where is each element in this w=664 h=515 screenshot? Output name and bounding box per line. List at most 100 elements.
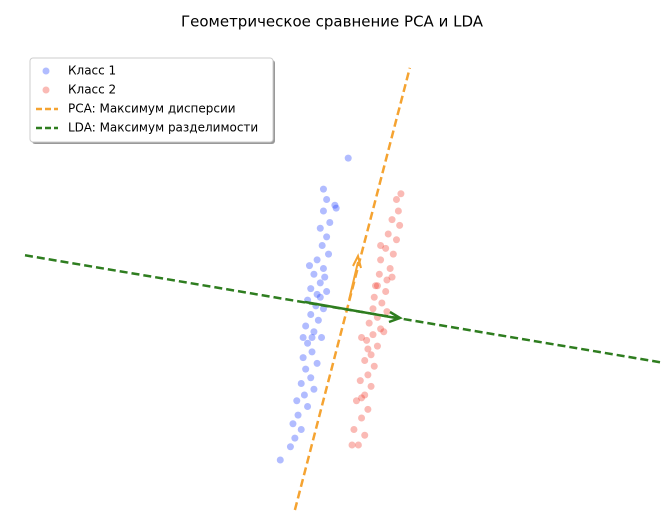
point — [308, 334, 316, 341]
point — [313, 290, 321, 298]
point — [383, 276, 391, 284]
chart-title: Геометрическое сравнение PCA и LDA — [181, 13, 484, 31]
point — [289, 420, 297, 428]
point — [331, 201, 339, 209]
point — [367, 382, 375, 390]
legend-marker — [42, 86, 50, 94]
point — [323, 233, 331, 241]
point — [297, 426, 305, 433]
legend-label: LDA: Максимум разделимости — [68, 121, 258, 135]
point — [364, 345, 372, 353]
legend-label: Класс 1 — [68, 64, 116, 78]
point — [276, 456, 284, 464]
point — [369, 331, 377, 339]
point — [348, 441, 356, 449]
point — [382, 244, 390, 252]
point — [358, 334, 366, 341]
point — [344, 154, 352, 162]
point — [350, 426, 358, 433]
point — [377, 325, 385, 333]
point — [326, 219, 334, 226]
point — [361, 357, 369, 364]
point — [307, 285, 315, 293]
point — [375, 270, 383, 278]
point — [319, 207, 327, 215]
point — [383, 308, 391, 316]
point — [319, 265, 327, 272]
point — [307, 374, 315, 382]
point — [361, 431, 369, 439]
point — [388, 216, 396, 224]
legend: Класс 1 Класс 2 PCA: Максимум дисперсии LDA… — [29, 57, 275, 144]
legend-box — [29, 57, 274, 143]
point — [307, 311, 315, 318]
point — [380, 328, 388, 336]
point — [291, 434, 299, 442]
point — [373, 342, 381, 350]
point — [372, 282, 380, 290]
point — [318, 334, 326, 341]
plot-area — [24, 67, 661, 511]
point — [356, 377, 364, 385]
legend-marker — [42, 67, 50, 75]
point — [354, 441, 362, 449]
point — [293, 397, 301, 405]
point — [325, 250, 333, 258]
point — [365, 319, 373, 327]
point — [299, 334, 307, 341]
lda-arrow — [304, 300, 403, 324]
point — [305, 262, 313, 270]
point — [364, 371, 372, 379]
point — [302, 322, 310, 330]
point — [370, 362, 378, 370]
point — [308, 348, 316, 356]
point — [361, 391, 369, 399]
point — [321, 273, 329, 281]
point — [397, 190, 405, 198]
point — [363, 336, 371, 344]
point — [358, 414, 366, 422]
point — [310, 385, 318, 393]
point — [319, 185, 327, 193]
point — [304, 339, 312, 347]
point — [392, 196, 400, 203]
point — [316, 224, 324, 232]
point — [388, 273, 396, 281]
point — [286, 443, 294, 451]
point — [304, 403, 312, 410]
point — [358, 394, 366, 402]
point — [382, 288, 390, 295]
point — [364, 405, 372, 413]
point — [297, 380, 305, 387]
point — [389, 250, 397, 258]
legend-label: PCA: Максимум дисперсии — [68, 102, 236, 116]
point — [377, 256, 385, 264]
point — [299, 354, 307, 362]
point — [310, 328, 318, 336]
point — [316, 293, 324, 301]
point — [332, 204, 340, 212]
point — [370, 293, 378, 301]
point — [302, 365, 310, 373]
point — [300, 391, 308, 399]
point — [396, 221, 404, 229]
point — [310, 270, 318, 278]
point — [352, 397, 360, 405]
point — [394, 207, 402, 215]
point — [377, 242, 385, 249]
point — [294, 411, 302, 419]
pca-arrow — [348, 253, 362, 301]
point — [323, 288, 331, 295]
point — [313, 359, 321, 367]
point — [369, 305, 377, 313]
point — [318, 242, 326, 249]
point — [378, 299, 386, 307]
point — [367, 351, 375, 359]
legend-label: Класс 2 — [68, 83, 116, 97]
point — [384, 230, 392, 238]
point — [386, 265, 394, 272]
point — [323, 196, 331, 203]
point — [316, 279, 324, 287]
point — [313, 256, 321, 264]
